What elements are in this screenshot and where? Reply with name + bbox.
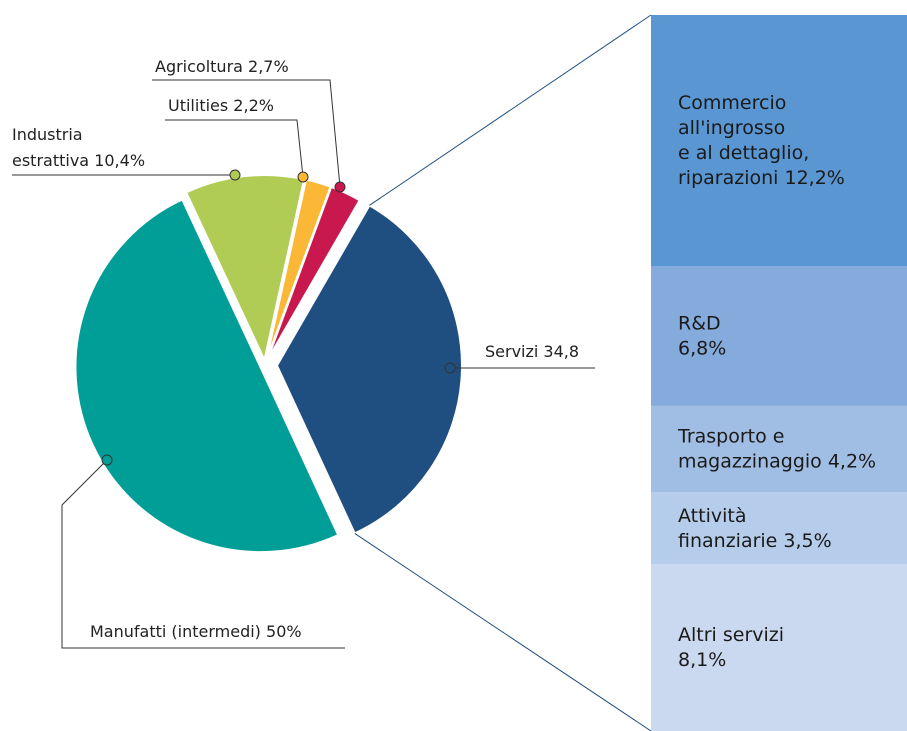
bar-segment (651, 405, 907, 493)
slice-label: Manufatti (intermedi) 50% (90, 622, 302, 641)
leader-line (165, 119, 304, 178)
slice-label: estrattiva 10,4% (12, 151, 145, 170)
leader-dot (101, 454, 113, 466)
bar-label: Attività (678, 505, 746, 527)
slice-label: Agricoltura 2,7% (155, 57, 289, 76)
bar-label: Commercio (678, 92, 786, 114)
bar-label: magazzinaggio 4,2% (678, 451, 876, 473)
pie-slice (74, 198, 340, 554)
bar-segment (651, 492, 907, 565)
leader-dot (334, 181, 346, 193)
slice-label: Industria (12, 125, 83, 144)
bar-label: finanziarie 3,5% (678, 530, 832, 552)
leader-dot (229, 169, 241, 181)
leader-dot (444, 362, 456, 374)
bar-label: R&D (678, 312, 721, 334)
leader-dot (297, 171, 309, 183)
bar-label: Trasporto e (677, 426, 784, 448)
bar-segment (651, 266, 907, 406)
slice-label: Utilities 2,2% (168, 96, 274, 115)
leader-line (152, 79, 341, 188)
bar-label: all'ingrosso (678, 117, 785, 139)
bar-label: e al dettaglio, (678, 142, 809, 164)
bar-label: 6,8% (678, 337, 726, 359)
pie-slice (275, 203, 463, 535)
bar-label: Altri servizi (678, 624, 784, 646)
bar-label: riparazioni 12,2% (678, 167, 845, 189)
connector (354, 533, 652, 731)
connector (369, 14, 652, 206)
bar-segment (651, 15, 907, 267)
bar-segment (651, 564, 907, 731)
leader-line (61, 459, 345, 649)
pie-slice (266, 185, 361, 361)
bar-label: 8,1% (678, 649, 726, 671)
slice-label: Servizi 34,8 (485, 342, 579, 361)
